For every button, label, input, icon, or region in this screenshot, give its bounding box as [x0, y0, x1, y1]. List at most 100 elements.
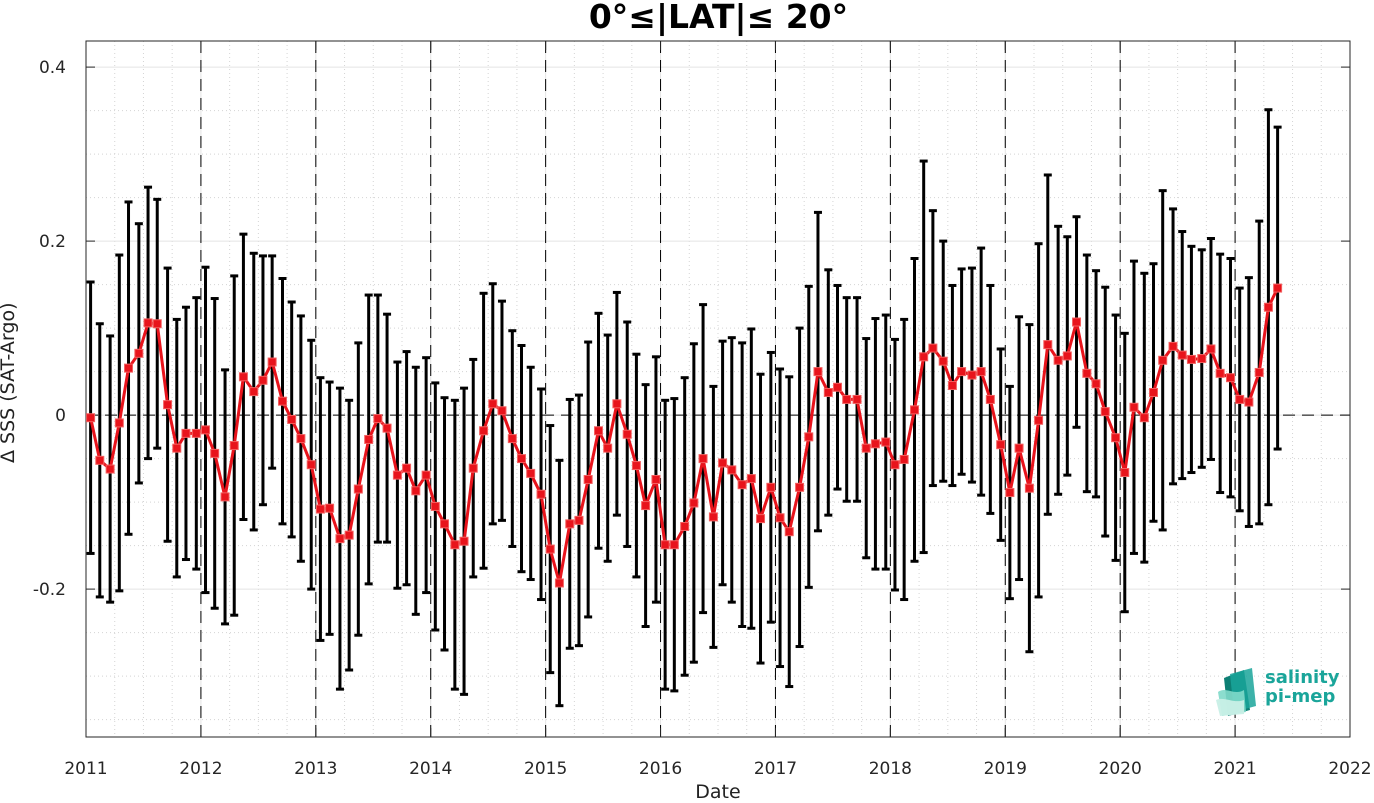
- data-point: [1215, 368, 1225, 378]
- data-point: [1263, 302, 1273, 312]
- data-point: [95, 455, 105, 465]
- data-point: [612, 399, 622, 409]
- data-point: [1062, 351, 1072, 361]
- data-point: [238, 372, 248, 382]
- data-point: [249, 387, 259, 397]
- data-point: [823, 387, 833, 397]
- data-point: [833, 382, 843, 392]
- data-point: [583, 474, 593, 484]
- data-point: [1244, 397, 1254, 407]
- x-tick-label: 2021: [1213, 759, 1256, 779]
- y-tick-label: -0.2: [33, 580, 66, 600]
- data-point: [756, 514, 766, 524]
- data-point: [1111, 433, 1121, 443]
- data-point: [689, 498, 699, 508]
- data-point: [976, 367, 986, 377]
- data-point: [641, 501, 651, 511]
- data-point: [163, 400, 173, 410]
- y-axis-label: Δ SSS (SAT-Argo): [0, 302, 19, 463]
- data-point: [1120, 468, 1130, 478]
- data-point: [899, 454, 909, 464]
- data-point: [1254, 367, 1264, 377]
- x-tick-label: 2020: [1099, 759, 1142, 779]
- data-point: [411, 486, 421, 496]
- data-point: [813, 367, 823, 377]
- data-point: [402, 463, 412, 473]
- data-point: [881, 437, 891, 447]
- data-point: [364, 434, 374, 444]
- data-point: [909, 405, 919, 415]
- data-point: [430, 501, 440, 511]
- data-point: [220, 492, 230, 502]
- data-point: [680, 521, 690, 531]
- y-tick-label: 0.2: [39, 232, 66, 252]
- salinity-pi-mep-logo: [1216, 668, 1256, 716]
- x-tick-label: 2018: [869, 759, 912, 779]
- data-point: [1100, 407, 1110, 417]
- data-point: [507, 434, 517, 444]
- data-point: [353, 484, 363, 494]
- data-point: [468, 463, 478, 473]
- x-tick-label: 2012: [179, 759, 222, 779]
- axes-box: [85, 40, 1351, 738]
- data-point: [985, 394, 995, 404]
- data-point: [1139, 413, 1149, 423]
- data-point: [258, 375, 268, 385]
- data-point: [967, 370, 977, 380]
- data-point: [181, 428, 191, 438]
- data-point: [382, 423, 392, 433]
- data-point: [1149, 387, 1159, 397]
- data-point: [1034, 415, 1044, 425]
- data-point: [392, 470, 402, 480]
- data-point: [708, 512, 718, 522]
- data-point: [287, 414, 297, 424]
- data-point: [86, 413, 96, 423]
- data-point: [421, 470, 431, 480]
- data-point: [919, 352, 929, 362]
- x-tick-label: 2016: [639, 759, 682, 779]
- data-point: [450, 540, 460, 550]
- data-point: [603, 443, 613, 453]
- y-tick-label: 0.4: [39, 58, 66, 78]
- data-point: [1273, 283, 1283, 293]
- x-tick-label: 2013: [294, 759, 337, 779]
- data-point: [861, 443, 871, 453]
- data-point: [277, 396, 287, 406]
- data-point: [870, 439, 880, 449]
- data-point: [660, 540, 670, 550]
- data-point: [296, 434, 306, 444]
- data-point: [105, 464, 115, 474]
- data-point: [947, 381, 957, 391]
- logo-text-line2: pi-mep: [1265, 686, 1336, 707]
- data-point: [957, 367, 967, 377]
- data-point: [1186, 354, 1196, 364]
- data-point: [928, 343, 938, 353]
- x-tick-label: 2015: [524, 759, 567, 779]
- data-point: [842, 394, 852, 404]
- data-point: [517, 454, 527, 464]
- data-point: [344, 530, 354, 540]
- data-point: [172, 443, 182, 453]
- data-point: [479, 426, 489, 436]
- data-point: [1197, 354, 1207, 364]
- data-point: [1158, 355, 1168, 365]
- data-point: [622, 429, 632, 439]
- data-point: [114, 418, 124, 428]
- data-point: [1072, 317, 1082, 327]
- data-point: [229, 441, 239, 451]
- data-point: [488, 399, 498, 409]
- data-point: [727, 465, 737, 475]
- data-point: [651, 474, 661, 484]
- data-point: [152, 319, 162, 329]
- data-point: [890, 460, 900, 470]
- data-point: [737, 480, 747, 490]
- data-markers: [86, 283, 1283, 588]
- data-point: [1043, 340, 1053, 350]
- data-point: [134, 348, 144, 358]
- data-point: [593, 426, 603, 436]
- data-point: [852, 394, 862, 404]
- x-tick-label: 2014: [409, 759, 452, 779]
- data-point: [191, 428, 201, 438]
- x-tick-label: 2017: [754, 759, 797, 779]
